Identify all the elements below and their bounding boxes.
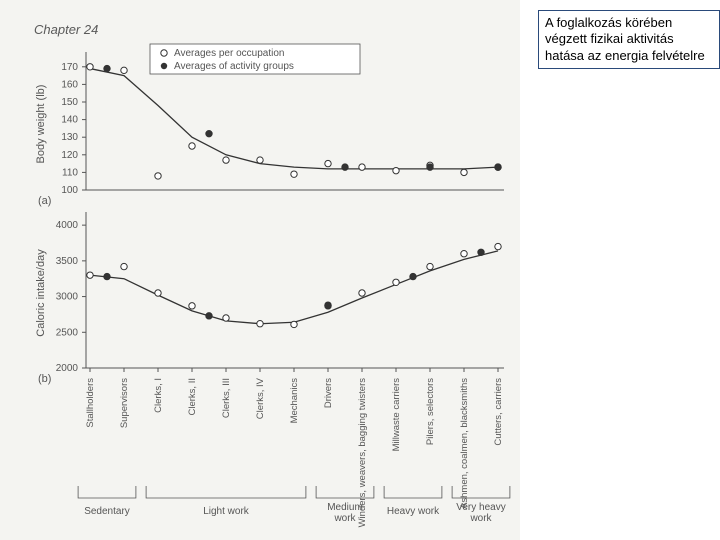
svg-text:2500: 2500 [56, 327, 79, 338]
svg-text:Mechanics: Mechanics [289, 378, 300, 424]
svg-text:Averages of activity groups: Averages of activity groups [174, 61, 294, 72]
svg-text:Pilers, selectors: Pilers, selectors [425, 378, 436, 445]
svg-text:2000: 2000 [56, 363, 79, 374]
svg-text:Stallholders: Stallholders [85, 378, 96, 428]
svg-text:120: 120 [61, 150, 78, 161]
svg-text:Body weight (lb): Body weight (lb) [35, 85, 47, 164]
svg-text:150: 150 [61, 97, 78, 108]
svg-text:Very heavy: Very heavy [456, 502, 505, 513]
svg-text:Clerks, IV: Clerks, IV [255, 377, 266, 419]
svg-text:(a): (a) [38, 195, 51, 207]
svg-text:Cutters, carriers: Cutters, carriers [493, 378, 504, 446]
svg-text:Light work: Light work [203, 506, 250, 517]
annotation-text: A foglalkozás körében végzett fizikai ak… [545, 15, 705, 63]
svg-text:Clerks, I: Clerks, I [153, 378, 164, 413]
svg-text:(b): (b) [38, 373, 51, 385]
svg-text:4000: 4000 [56, 220, 79, 231]
svg-text:Heavy work: Heavy work [387, 506, 440, 517]
svg-text:160: 160 [61, 79, 78, 90]
svg-text:3500: 3500 [56, 256, 79, 267]
svg-text:Millwaste carriers: Millwaste carriers [391, 378, 402, 452]
svg-text:100: 100 [61, 185, 78, 196]
chapter-label: Chapter 24 [34, 22, 98, 37]
svg-text:work: work [469, 513, 492, 524]
svg-text:Supervisors: Supervisors [119, 378, 130, 428]
svg-text:110: 110 [62, 167, 78, 178]
svg-text:Drivers: Drivers [323, 378, 334, 408]
svg-text:140: 140 [61, 115, 78, 126]
annotation-callout: A foglalkozás körében végzett fizikai ak… [538, 10, 720, 69]
figure-panel: Chapter 24 100 110 120 130 140 150 160 170 Body … [0, 0, 520, 540]
svg-text:work: work [333, 513, 356, 524]
svg-text:170: 170 [61, 62, 78, 73]
svg-text:130: 130 [61, 132, 78, 143]
svg-text:Caloric intake/day: Caloric intake/day [35, 249, 47, 337]
svg-text:Sedentary: Sedentary [84, 506, 130, 517]
svg-text:Ashmen, coalmen, blacksmiths: Ashmen, coalmen, blacksmiths [459, 378, 470, 509]
svg-text:Averages per occupation: Averages per occupation [174, 48, 284, 59]
svg-text:3000: 3000 [56, 292, 79, 303]
chart-svg: 100 110 120 130 140 150 160 170 Body weight (lb)… [0, 0, 520, 540]
svg-text:Clerks, II: Clerks, II [187, 378, 198, 415]
svg-text:Clerks, III: Clerks, III [221, 378, 232, 418]
svg-text:Medium: Medium [327, 502, 363, 513]
